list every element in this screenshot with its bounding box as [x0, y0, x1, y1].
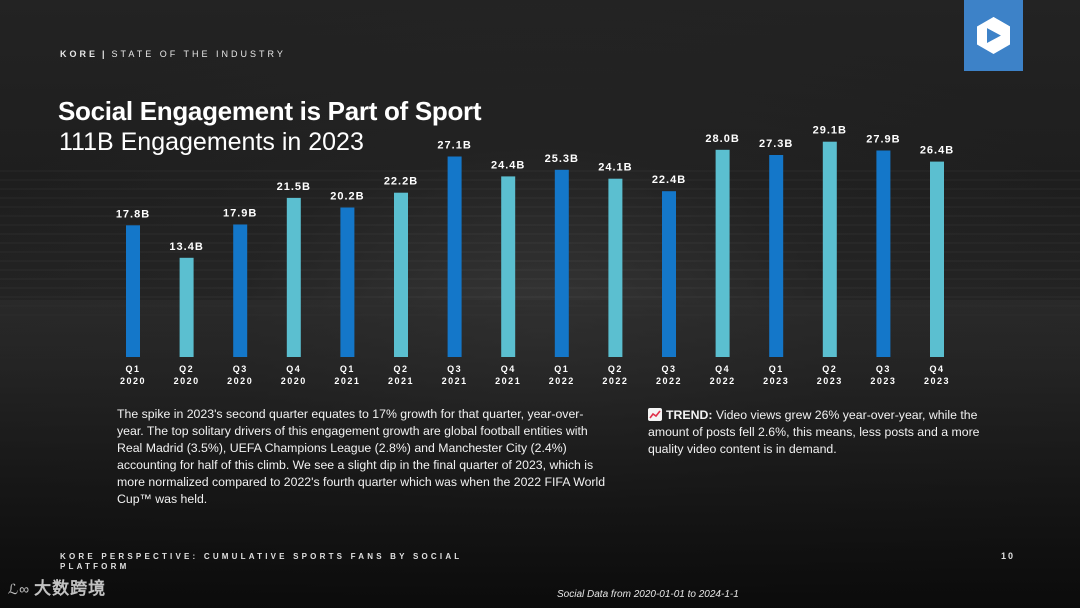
- kore-logo: [964, 0, 1023, 71]
- bar-q2-2023: [822, 141, 837, 357]
- x-tick-quarter: Q4: [929, 364, 944, 374]
- watermark-text: 大数跨境: [34, 579, 107, 598]
- trend-label: TREND:: [666, 408, 713, 422]
- x-tick-year: 2021: [442, 376, 468, 386]
- x-tick-year: 2022: [602, 376, 628, 386]
- page-number: 10: [1001, 551, 1016, 561]
- engagement-bar-chart: 17.8B Q1 2020 13.4B Q2 2020 17.9B Q3 2020 21.5B Q4…: [116, 125, 954, 386]
- bar-value-label: 24.1B: [598, 162, 632, 174]
- x-tick-year: 2023: [817, 376, 843, 386]
- x-tick-quarter: Q3: [876, 364, 891, 374]
- bar-q3-2021: [447, 156, 462, 357]
- bar-value-label: 22.4B: [652, 174, 686, 186]
- analysis-paragraph: The spike in 2023's second quarter equat…: [117, 407, 606, 506]
- bar-q1-2023: [769, 155, 784, 357]
- bar-q3-2020: [233, 224, 248, 357]
- x-tick-year: 2021: [388, 376, 414, 386]
- bar-value-label: 29.1B: [813, 125, 847, 137]
- bar-value-label: 25.3B: [545, 153, 579, 165]
- x-tick-year: 2020: [281, 376, 307, 386]
- page-subtitle: 111B Engagements in 2023: [59, 128, 364, 156]
- x-tick-quarter: Q2: [393, 364, 408, 374]
- header-section: STATE OF THE INDUSTRY: [111, 49, 286, 59]
- bar-q3-2023: [876, 150, 891, 357]
- x-tick-quarter: Q4: [286, 364, 301, 374]
- bar-value-label: 28.0B: [705, 133, 739, 145]
- bar-q3-2022: [662, 191, 676, 357]
- x-tick-quarter: Q3: [233, 364, 248, 374]
- header-breadcrumb: KORE | STATE OF THE INDUSTRY: [60, 49, 286, 59]
- header-brand: KORE: [60, 49, 99, 59]
- bar-value-label: 27.9B: [866, 134, 900, 146]
- bar-q4-2021: [501, 176, 516, 357]
- bar-value-label: 27.1B: [437, 140, 471, 152]
- x-tick-year: 2022: [549, 376, 575, 386]
- bar-value-label: 26.4B: [920, 145, 954, 157]
- bar-q4-2020: [286, 197, 301, 357]
- bar-q4-2022: [715, 149, 730, 357]
- x-tick-year: 2022: [710, 376, 736, 386]
- header-separator: |: [102, 49, 108, 59]
- x-tick-year: 2022: [656, 376, 682, 386]
- trend-callout: TREND: Video views grew 26% year-over-ye…: [648, 407, 1008, 458]
- footer-perspective: KORE PERSPECTIVE: CUMULATIVE SPORTS FANS…: [60, 552, 463, 571]
- x-tick-quarter: Q2: [179, 364, 194, 374]
- x-tick-quarter: Q2: [608, 364, 623, 374]
- bar-value-label: 13.4B: [169, 241, 203, 253]
- x-tick-quarter: Q1: [769, 364, 784, 374]
- kore-logo-icon: [977, 17, 1010, 54]
- bar-q4-2023: [930, 161, 944, 357]
- bar-value-label: 27.3B: [759, 138, 793, 150]
- page-title: Social Engagement is Part of Sport: [58, 96, 482, 126]
- bar-value-label: 20.2B: [330, 191, 364, 203]
- bar-value-label: 17.8B: [116, 208, 150, 220]
- watermark-logo-icon: ℒ∞: [8, 581, 31, 597]
- x-tick-year: 2020: [174, 376, 200, 386]
- bar-q1-2020: [126, 225, 140, 357]
- bar-value-label: 17.9B: [223, 208, 257, 220]
- x-tick-year: 2023: [763, 376, 789, 386]
- bar-q2-2021: [394, 192, 408, 357]
- watermark: ℒ∞ 大数跨境: [8, 574, 106, 599]
- x-tick-quarter: Q3: [447, 364, 462, 374]
- data-source-note: Social Data from 2020-01-01 to 2024-1-1: [557, 589, 739, 600]
- x-tick-quarter: Q1: [340, 364, 355, 374]
- x-tick-quarter: Q1: [554, 364, 569, 374]
- x-tick-year: 2020: [227, 376, 253, 386]
- bar-q1-2022: [554, 169, 569, 357]
- chart-increasing-icon: [648, 408, 662, 421]
- bar-q2-2022: [608, 178, 623, 357]
- trend-text: Video views grew 26% year-over-year, whi…: [648, 408, 980, 456]
- x-tick-year: 2021: [334, 376, 360, 386]
- x-tick-quarter: Q2: [822, 364, 837, 374]
- bar-q2-2020: [179, 257, 194, 357]
- bar-value-label: 22.2B: [384, 176, 418, 188]
- x-tick-year: 2023: [924, 376, 950, 386]
- bar-value-label: 24.4B: [491, 159, 525, 171]
- bar-q1-2021: [340, 207, 355, 357]
- x-tick-quarter: Q1: [125, 364, 140, 374]
- x-tick-year: 2023: [870, 376, 896, 386]
- x-tick-year: 2021: [495, 376, 521, 386]
- x-tick-quarter: Q4: [715, 364, 730, 374]
- bar-value-label: 21.5B: [277, 181, 311, 193]
- x-tick-year: 2020: [120, 376, 146, 386]
- x-tick-quarter: Q4: [501, 364, 516, 374]
- x-tick-quarter: Q3: [661, 364, 676, 374]
